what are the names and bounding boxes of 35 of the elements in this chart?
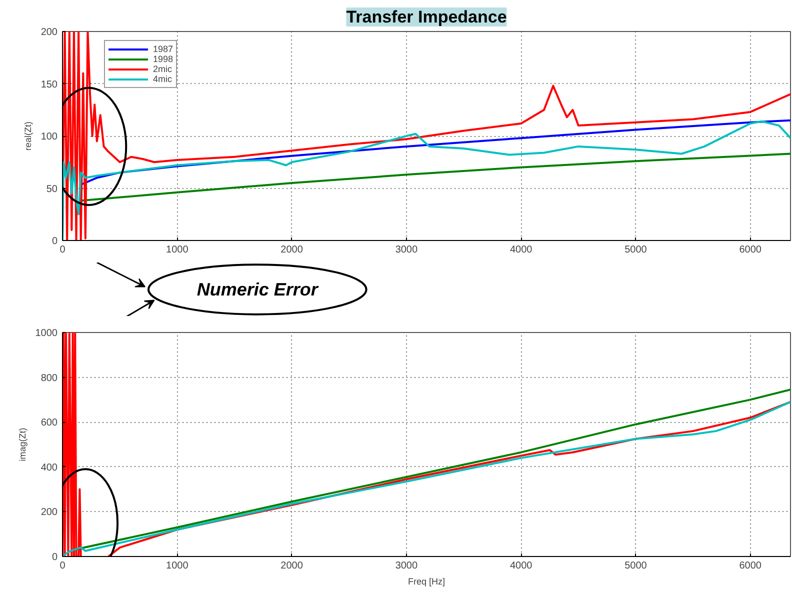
x-axis-title: Freq [Hz]: [408, 576, 446, 586]
x-tick-label: 4000: [510, 244, 533, 256]
y-axis-title: real(Zt): [22, 121, 33, 150]
x-tick-label: 0: [60, 560, 66, 572]
legend-label: 4mic: [153, 74, 173, 84]
x-tick-label: 5000: [624, 244, 648, 256]
line-series: [62, 32, 790, 240]
legend-label: 2mic: [153, 64, 173, 74]
x-tick-label: 6000: [739, 244, 762, 256]
x-tick-label: 0: [60, 244, 66, 256]
x-tick-label: 2000: [280, 244, 304, 256]
y-tick-label: 200: [40, 27, 58, 38]
x-tick-label: 2000: [280, 560, 304, 572]
y-tick-label: 50: [46, 184, 58, 195]
x-tick-label: 1000: [166, 244, 189, 256]
y-tick-label: 600: [40, 418, 58, 429]
y-tick-label: 200: [40, 507, 58, 518]
y-tick-label: 400: [40, 462, 58, 474]
x-tick-label: 4000: [510, 560, 533, 572]
x-tick-label: 6000: [739, 560, 762, 572]
legend-label: 1998: [153, 54, 174, 64]
y-tick-label: 800: [40, 372, 58, 384]
y-tick-label: 1000: [35, 328, 58, 339]
chart-title: Transfer Impedance: [346, 8, 507, 26]
text: Numeric Error: [196, 280, 319, 300]
y-tick-label: 100: [40, 132, 58, 142]
y-tick-label: 0: [52, 236, 58, 247]
y-axis-title: imag(Zt): [17, 428, 28, 462]
y-tick-label: 0: [52, 552, 58, 563]
x-tick-label: 3000: [395, 244, 418, 256]
legend-label: 1987: [153, 44, 174, 54]
x-tick-label: 3000: [395, 560, 418, 572]
y-tick-label: 150: [40, 79, 58, 90]
x-tick-label: 5000: [624, 560, 648, 572]
x-tick-label: 1000: [166, 560, 189, 572]
